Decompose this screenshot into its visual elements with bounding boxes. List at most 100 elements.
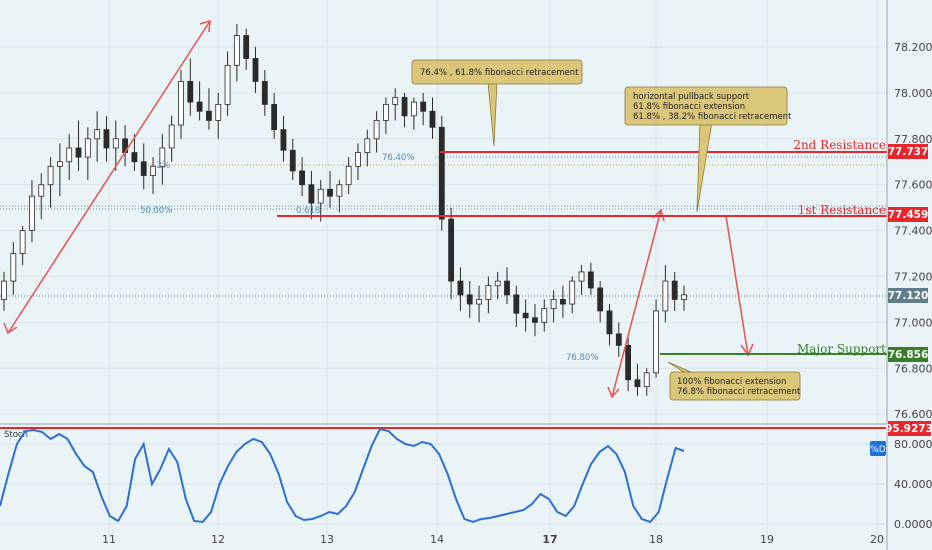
candle: [392, 88, 399, 121]
candle: [38, 173, 45, 220]
candle: [56, 143, 63, 197]
candle: [75, 120, 82, 171]
price-tick-label: 76.800: [894, 362, 932, 375]
candle: [252, 47, 259, 93]
candle: [215, 92, 222, 139]
candle: [662, 265, 669, 323]
annotation-2-line-1: horizontal pullback support: [633, 92, 750, 102]
candle: [541, 299, 548, 332]
candle: [280, 115, 287, 162]
support-tag: [888, 347, 928, 362]
candle: [94, 111, 101, 162]
annotation-2[interactable]: horizontal pullback support 61.8% fibona…: [624, 86, 792, 213]
annotation-1[interactable]: 76.4% , 61.8% fibonacci retracement: [411, 59, 583, 147]
candle: [10, 242, 17, 295]
price-tick-label: 78.200: [894, 41, 932, 54]
candle: [19, 226, 26, 266]
fib-label-764: 76.40%: [382, 153, 414, 163]
stoch-tick-label: 80.0000: [894, 438, 932, 451]
stoch-axis-ticks: 80.0000 40.0000 0.0000: [0, 438, 932, 531]
price-tick-label: 77.000: [894, 316, 932, 329]
candle: [355, 143, 361, 181]
stoch-d-line: [0, 427, 685, 524]
time-axis-ticks: 11 12 13 14 17 18 19 20: [102, 533, 884, 546]
annotation-1-line-1: 76.4% , 61.8% fibonacci retracement: [420, 68, 579, 78]
candle: [615, 322, 622, 357]
stoch-tick-label: 0.0000: [894, 518, 932, 531]
price-tick-label: 77.800: [894, 133, 932, 146]
fib-label-382: .2%: [154, 161, 170, 171]
candle: [112, 120, 119, 171]
candle: [187, 58, 194, 116]
time-tick-label: 12: [211, 533, 225, 546]
resistance-2-tag: [888, 144, 928, 159]
arrow-rebound: [611, 209, 662, 398]
candle: [569, 276, 576, 314]
candle: [243, 28, 250, 70]
candle: [289, 138, 296, 181]
candle: [485, 276, 492, 314]
candle: [327, 170, 333, 208]
fib-label-50: 50.00%: [140, 206, 172, 216]
resistance-1-label: 1st Resistance: [798, 203, 886, 217]
candle: [168, 115, 175, 162]
price-tick-label: 77.600: [894, 179, 932, 192]
stoch-title: Stoch: [4, 430, 28, 440]
candle: [299, 157, 305, 197]
price-axis-ticks: 78.200 78.000 77.800 77.600 77.400 77.200 77.0…: [894, 41, 932, 421]
arrow-target: [725, 215, 749, 356]
candle: [625, 333, 632, 392]
time-tick-label: 19: [760, 533, 774, 546]
candle: [150, 157, 156, 194]
price-tick-label: 77.400: [894, 225, 932, 238]
annotation-3[interactable]: 100% fibonacci extension 76.8% fibonacci…: [667, 361, 801, 401]
candle: [401, 92, 408, 128]
candle: [671, 271, 678, 311]
resistance-2-label: 2nd Resistance: [793, 138, 886, 152]
candle: [383, 97, 389, 135]
candle: [513, 285, 520, 327]
current-price-tag: [888, 288, 928, 303]
candle: [66, 134, 73, 181]
candle: [47, 157, 54, 208]
price-tick-label: 76.600: [894, 408, 932, 421]
price-tick-label: 78.000: [894, 87, 932, 100]
candle: [504, 267, 510, 305]
stoch-level-tag: [888, 421, 931, 436]
candle: [317, 180, 324, 222]
candle: [373, 111, 380, 153]
candle: [653, 299, 659, 378]
candle: [606, 304, 613, 346]
candle: [140, 143, 147, 190]
time-tick-label: 20: [870, 533, 884, 546]
candle: [550, 290, 557, 323]
annotation-2-line-2: 61.8% fibonacci extension: [633, 102, 745, 112]
time-tick-label: 18: [649, 533, 663, 546]
time-tick-label: 11: [102, 533, 116, 546]
fib-label-768: 76.80%: [566, 353, 598, 363]
candle: [494, 271, 501, 300]
annotation-1-box: [411, 59, 583, 85]
annotation-3-box: [669, 371, 801, 401]
stoch-d-badge: [870, 441, 886, 456]
candle: [131, 134, 138, 171]
candle: [429, 97, 436, 139]
candle: [681, 285, 687, 311]
stoch-level-value: 95.9273: [885, 423, 932, 435]
candle: [466, 281, 473, 318]
stoch-d-label: %D: [870, 445, 886, 455]
annotation-2-line-3: 61.8% , 38.2% fibonacci retracement: [633, 112, 792, 122]
annotation-2-box: [624, 86, 788, 126]
candle: [597, 281, 604, 323]
support-label: Major Support: [797, 342, 886, 356]
arrow-down-left-head: [3, 322, 18, 335]
candle: [29, 180, 35, 243]
arrow-up-left: [7, 20, 211, 334]
time-tick-label: 17: [542, 533, 557, 546]
candle: [336, 180, 343, 213]
candle: [643, 368, 650, 396]
resistance-1-tag: [888, 207, 928, 222]
candle: [457, 267, 464, 311]
candle: [560, 285, 566, 318]
